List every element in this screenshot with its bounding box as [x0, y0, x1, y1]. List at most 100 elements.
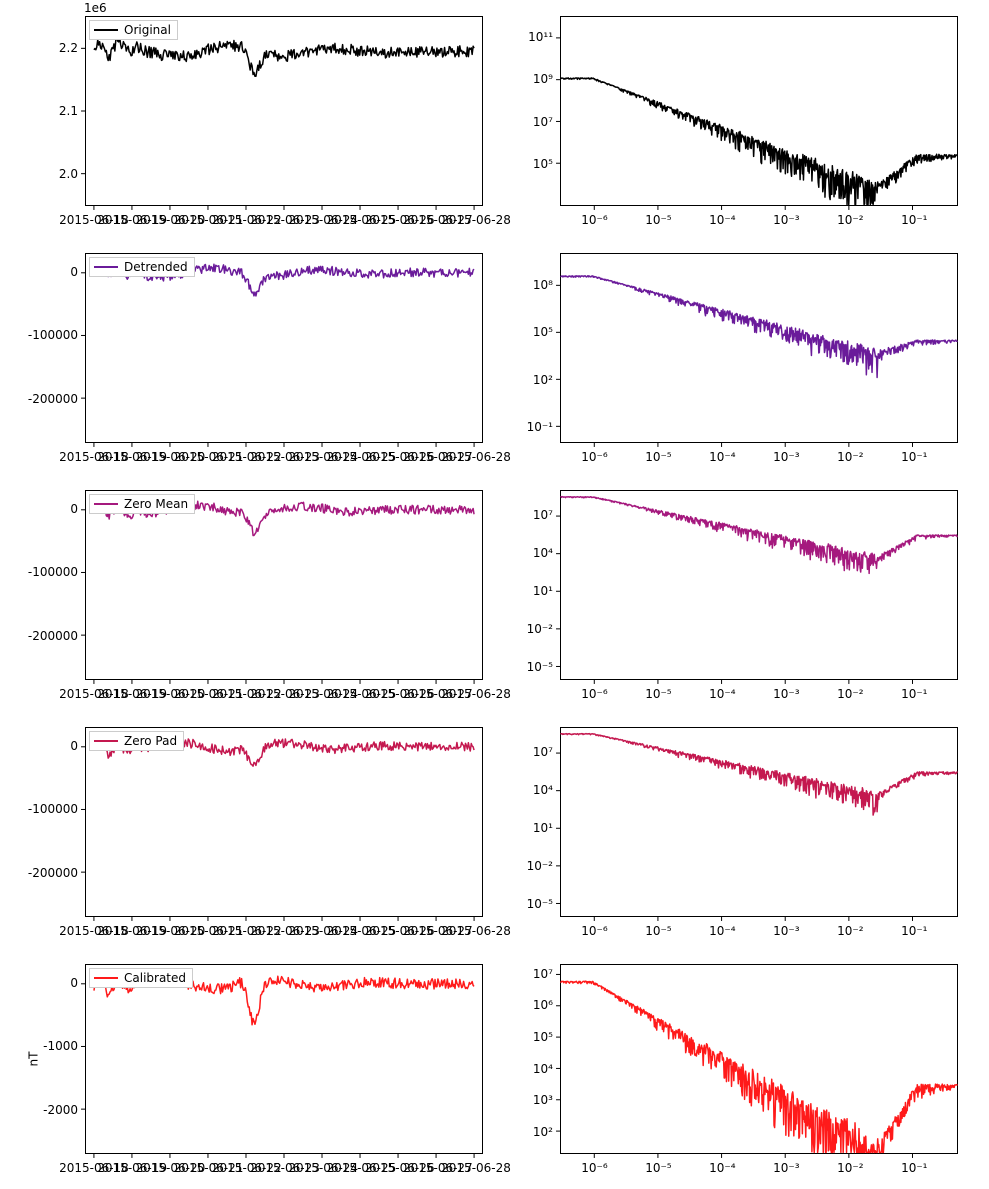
- x-tick-labels: 2015-06-182015-06-192015-06-202015-06-21…: [86, 924, 482, 940]
- ytick-label: 0: [70, 265, 78, 279]
- xtick-label: 10⁻⁴: [709, 450, 735, 464]
- xtick-label: 10⁻⁴: [709, 924, 735, 938]
- timeseries-panel: Detrended-200000-10000002015-06-182015-0…: [85, 253, 483, 443]
- ytick-label: 10⁻²: [527, 622, 553, 636]
- ytick-label: 10⁵: [533, 1030, 553, 1044]
- ytick-label: 10²: [533, 373, 553, 387]
- xtick-label: 10⁻²: [837, 213, 863, 227]
- legend-swatch: [94, 29, 118, 31]
- xtick-label: 10⁻²: [837, 924, 863, 938]
- spectrum-panel: 10⁻⁶10⁻⁵10⁻⁴10⁻³10⁻²10⁻¹10⁻⁵10⁻²10¹10⁴10…: [560, 727, 958, 917]
- xtick-label: 10⁻³: [773, 924, 799, 938]
- xtick-label: 10⁻¹: [901, 687, 927, 701]
- legend-swatch: [94, 977, 118, 979]
- timeseries-panel: Original2.02.12.21e62015-06-182015-06-19…: [85, 16, 483, 206]
- spectrum-panel: 10⁻⁶10⁻⁵10⁻⁴10⁻³10⁻²10⁻¹10⁵10⁷10⁹10¹¹: [560, 16, 958, 206]
- legend: Detrended: [89, 257, 195, 277]
- xtick-label: 10⁻⁴: [709, 213, 735, 227]
- x-tick-labels: 2015-06-182015-06-192015-06-202015-06-21…: [86, 450, 482, 466]
- y-axis-label: nT: [26, 1052, 40, 1067]
- ytick-label: 10⁶: [533, 998, 553, 1012]
- timeseries-panel: Zero Pad-200000-10000002015-06-182015-06…: [85, 727, 483, 917]
- xtick-label: 10⁻⁵: [645, 687, 671, 701]
- ytick-label: 0: [70, 739, 78, 753]
- ytick-label: 2.1: [59, 104, 78, 118]
- ytick-label: 10⁴: [533, 783, 553, 797]
- xtick-label: 10⁻⁵: [645, 213, 671, 227]
- ytick-label: 10⁹: [533, 72, 553, 86]
- ytick-label: 10²: [533, 1125, 553, 1139]
- legend-swatch: [94, 503, 118, 505]
- timeseries-panel: Calibrated-2000-100002015-06-182015-06-1…: [85, 964, 483, 1154]
- xtick-label: 10⁻²: [837, 1161, 863, 1175]
- xtick-label: 10⁻¹: [901, 1161, 927, 1175]
- legend: Calibrated: [89, 968, 193, 988]
- x-tick-labels: 2015-06-182015-06-192015-06-202015-06-21…: [86, 213, 482, 229]
- legend: Zero Pad: [89, 731, 184, 751]
- xtick-label: 2015-06-28: [441, 213, 511, 227]
- ytick-label: -2000: [43, 1103, 78, 1117]
- xtick-label: 10⁻³: [773, 213, 799, 227]
- ytick-label: 10³: [533, 1093, 553, 1107]
- x-tick-labels: 10⁻⁶ 10⁻⁵ 10⁻⁴ 10⁻³ 10⁻² 10⁻¹: [561, 924, 957, 940]
- ytick-label: 2.0: [59, 167, 78, 181]
- figure: Original 2.0 2.1 2.2 1e6 2015-06-182015-06-19…: [0, 0, 989, 1189]
- xtick-label: 10⁻¹: [901, 213, 927, 227]
- ytick-label: 10⁷: [533, 745, 553, 759]
- ytick-label: 10⁸: [533, 278, 553, 292]
- xtick-label: 10⁻⁴: [709, 1161, 735, 1175]
- ytick-label: 10⁷: [533, 967, 553, 981]
- xtick-label: 10⁻⁶: [581, 924, 607, 938]
- legend-swatch: [94, 740, 118, 742]
- ytick-label: 10⁴: [533, 546, 553, 560]
- ytick-label: 0: [70, 502, 78, 516]
- ytick-label: 10⁷: [533, 508, 553, 522]
- ytick-label: 10⁻⁵: [527, 660, 553, 674]
- ytick-label: -100000: [28, 802, 78, 816]
- xtick-label: 10⁻⁶: [581, 687, 607, 701]
- xtick-label: 10⁻⁶: [581, 450, 607, 464]
- ytick-label: 0: [70, 976, 78, 990]
- ytick-label: 10¹: [533, 821, 553, 835]
- xtick-label: 10⁻²: [837, 450, 863, 464]
- timeseries-panel: Zero Mean-200000-10000002015-06-182015-0…: [85, 490, 483, 680]
- xtick-label: 2015-06-28: [441, 924, 511, 938]
- xtick-label: 10⁻⁶: [581, 213, 607, 227]
- spectrum-panel: 10⁻⁶10⁻⁵10⁻⁴10⁻³10⁻²10⁻¹10⁻⁵10⁻²10¹10⁴10…: [560, 490, 958, 680]
- xtick-label: 10⁻²: [837, 687, 863, 701]
- xtick-label: 10⁻¹: [901, 924, 927, 938]
- ytick-label: 10⁵: [533, 157, 553, 171]
- ytick-label: -100000: [28, 328, 78, 342]
- legend-label: Detrended: [124, 260, 188, 274]
- ytick-label: 10¹: [533, 584, 553, 598]
- y-offset-text: 1e6: [84, 1, 107, 15]
- ytick-label: 10⁻¹: [527, 420, 553, 434]
- ytick-label: 2.2: [59, 41, 78, 55]
- ytick-label: 10⁷: [533, 115, 553, 129]
- xtick-label: 10⁻⁵: [645, 924, 671, 938]
- xtick-label: 2015-06-28: [441, 687, 511, 701]
- legend-label: Zero Mean: [124, 497, 188, 511]
- legend-label: Zero Pad: [124, 734, 177, 748]
- xtick-label: 10⁻¹: [901, 450, 927, 464]
- ytick-label: 10⁵: [533, 325, 553, 339]
- ytick-label: 10⁻²: [527, 859, 553, 873]
- ytick-label: 10⁴: [533, 1062, 553, 1076]
- xtick-label: 2015-06-28: [441, 1161, 511, 1175]
- x-tick-labels: 10⁻⁶10⁻⁵10⁻⁴10⁻³10⁻²10⁻¹: [561, 450, 957, 466]
- ytick-label: 10¹¹: [528, 30, 553, 44]
- legend: Original: [89, 20, 178, 40]
- ytick-label: -200000: [28, 866, 78, 880]
- xtick-label: 10⁻⁴: [709, 687, 735, 701]
- xtick-label: 10⁻³: [773, 1161, 799, 1175]
- xtick-label: 10⁻⁵: [645, 450, 671, 464]
- xtick-label: 10⁻⁵: [645, 1161, 671, 1175]
- legend-label: Calibrated: [124, 971, 186, 985]
- xtick-label: 10⁻³: [773, 687, 799, 701]
- spectrum-panel: 10⁻⁶10⁻⁵10⁻⁴10⁻³10⁻²10⁻¹10²10³10⁴10⁵10⁶1…: [560, 964, 958, 1154]
- xtick-label: 2015-06-28: [441, 450, 511, 464]
- x-tick-labels: 2015-06-182015-06-192015-06-202015-06-21…: [86, 1161, 482, 1177]
- x-tick-labels: 10⁻⁶ 10⁻⁵ 10⁻⁴ 10⁻³ 10⁻² 10⁻¹: [561, 687, 957, 703]
- legend-swatch: [94, 266, 118, 268]
- x-tick-labels: 10⁻⁶ 10⁻⁵ 10⁻⁴ 10⁻³ 10⁻² 10⁻¹: [561, 213, 957, 229]
